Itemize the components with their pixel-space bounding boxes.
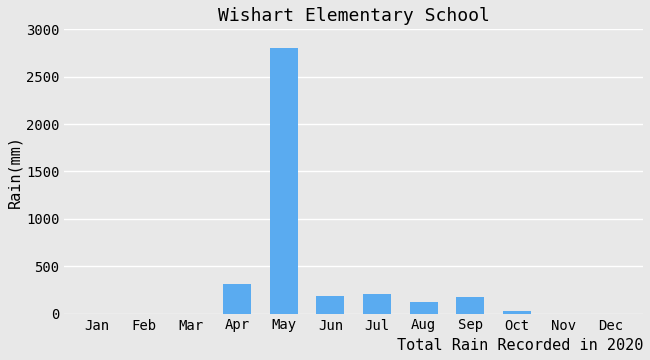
Bar [317,296,345,314]
Bar [410,302,437,314]
Y-axis label: Rain(mm): Rain(mm) [7,135,22,208]
Bar [223,284,251,314]
Bar [270,48,298,314]
Bar [503,311,531,314]
Title: Wishart Elementary School: Wishart Elementary School [218,7,489,25]
Bar [363,294,391,314]
Bar [456,297,484,314]
X-axis label: Total Rain Recorded in 2020: Total Rain Recorded in 2020 [396,338,643,353]
